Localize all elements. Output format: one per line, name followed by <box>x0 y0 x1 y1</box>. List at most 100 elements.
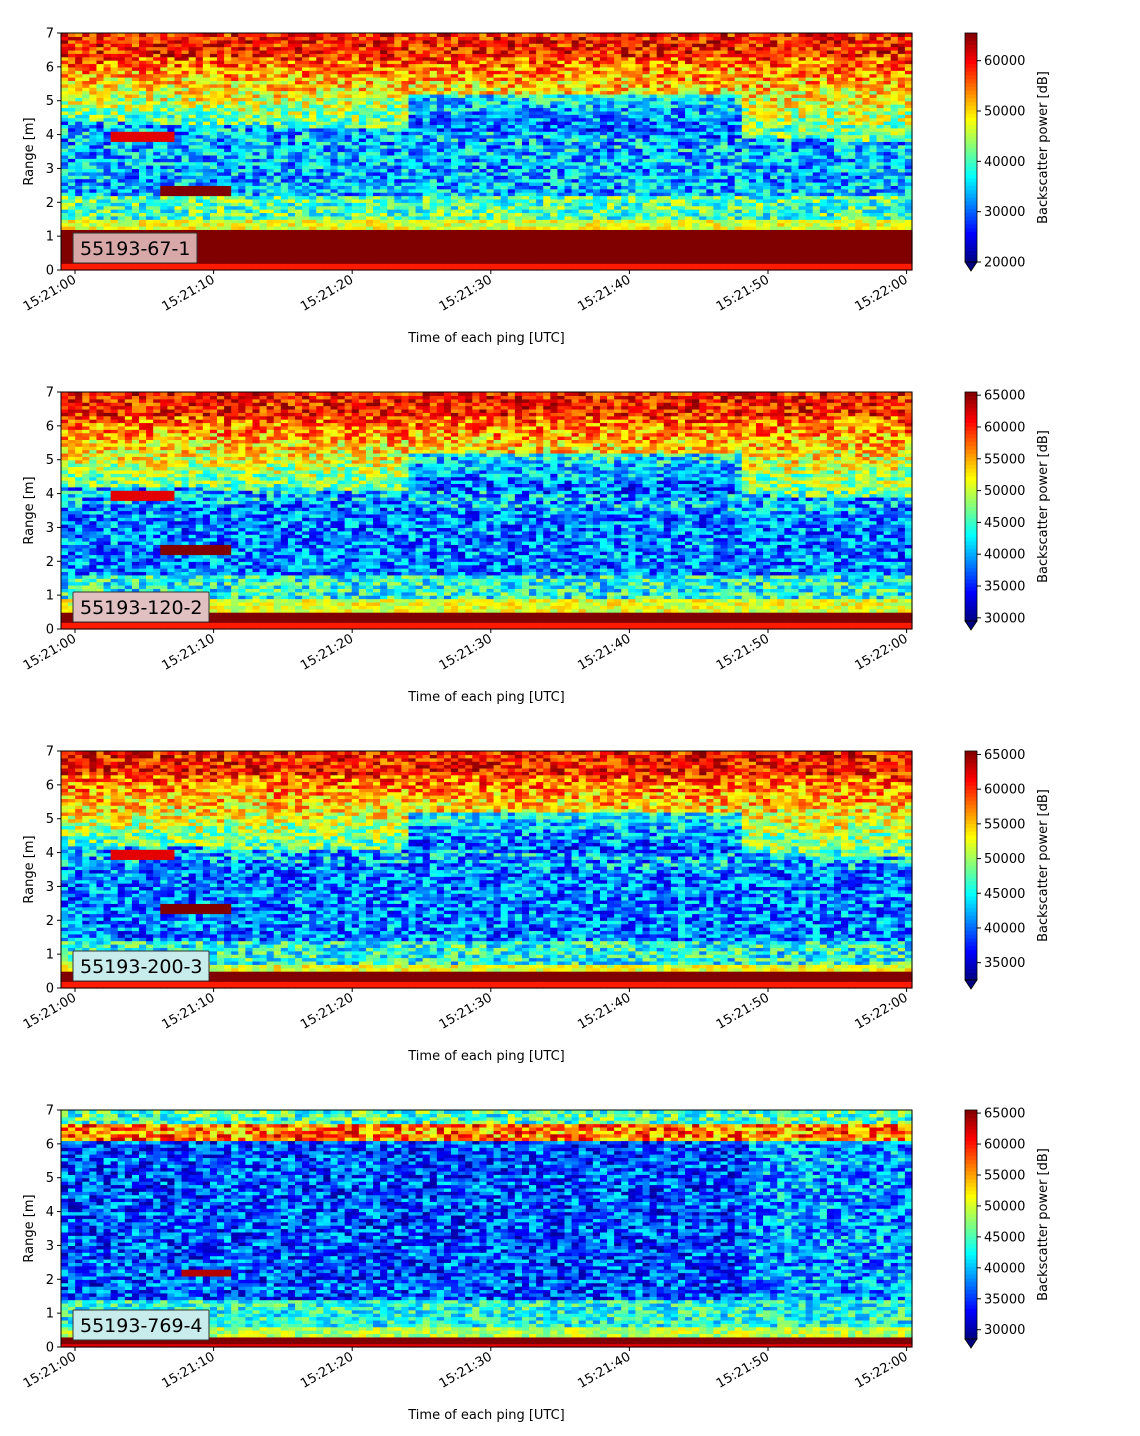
heatmap-cell <box>252 137 261 142</box>
heatmap-cell <box>316 49 324 54</box>
heatmap-cell <box>337 127 346 132</box>
heatmap-cell <box>266 253 275 258</box>
heatmap-cell <box>181 202 190 207</box>
heatmap-cell <box>259 39 268 44</box>
heatmap-cell <box>174 127 183 132</box>
heatmap-cell <box>259 93 268 98</box>
heatmap-cell <box>472 33 481 37</box>
heatmap-cell <box>323 222 332 227</box>
heatmap-cell <box>117 70 126 75</box>
heatmap-cell <box>174 56 183 61</box>
heatmap-cell <box>146 229 154 234</box>
heatmap-cell <box>75 168 83 173</box>
heatmap-cell <box>245 104 254 109</box>
heatmap-cell <box>181 266 190 271</box>
heatmap-cell <box>103 124 112 129</box>
heatmap-cell <box>252 90 261 95</box>
heatmap-cell <box>238 100 246 105</box>
heatmap-cell <box>344 134 353 139</box>
heatmap-cell <box>337 70 346 75</box>
heatmap-cell <box>224 56 232 61</box>
heatmap-cell <box>231 185 239 190</box>
heatmap-cell <box>337 171 346 176</box>
heatmap-cell <box>131 39 140 44</box>
heatmap-cell <box>273 83 282 88</box>
heatmap-cell <box>330 70 339 75</box>
heatmap-cell <box>287 144 296 149</box>
heatmap-cell <box>68 154 76 159</box>
heatmap-cell <box>266 107 275 112</box>
heatmap-cell <box>153 56 161 61</box>
heatmap-cell <box>117 263 126 268</box>
heatmap-cell <box>280 151 289 156</box>
heatmap-cell <box>82 151 90 156</box>
heatmap-cell <box>174 175 183 180</box>
heatmap-cell <box>252 46 261 51</box>
heatmap-cell <box>195 161 204 166</box>
heatmap-cell <box>287 104 296 109</box>
heatmap-cell <box>124 175 133 180</box>
heatmap-cell <box>316 185 324 190</box>
heatmap-cell <box>96 158 105 163</box>
heatmap-cell <box>209 165 218 170</box>
heatmap-cell <box>266 175 275 180</box>
heatmap-cell <box>181 107 190 112</box>
heatmap-cell <box>217 121 225 126</box>
heatmap-cell <box>202 178 211 183</box>
heatmap-cell <box>238 181 246 186</box>
heatmap-cell <box>217 266 225 271</box>
heatmap-cell <box>217 229 225 234</box>
heatmap-cell <box>174 266 183 271</box>
heatmap-cell <box>337 158 346 163</box>
heatmap-cell <box>280 131 289 136</box>
heatmap-cell <box>181 144 190 149</box>
heatmap-cell <box>146 171 154 176</box>
heatmap-cell <box>287 225 296 230</box>
heatmap-cell <box>259 263 268 268</box>
heatmap-cell <box>167 229 176 234</box>
heatmap-cell <box>75 154 83 159</box>
heatmap-cell <box>280 66 289 71</box>
heatmap-cell <box>167 171 176 176</box>
heatmap-cell <box>202 246 211 251</box>
heatmap-cell <box>103 161 112 166</box>
heatmap-cell <box>160 56 168 61</box>
heatmap-cell <box>266 236 275 241</box>
heatmap-cell <box>131 124 140 129</box>
heatmap-cell <box>139 134 147 139</box>
heatmap-cell <box>287 36 296 41</box>
heatmap-cell <box>309 141 317 146</box>
heatmap-cell <box>323 117 332 122</box>
heatmap-cell <box>273 239 282 244</box>
heatmap-cell <box>280 209 289 214</box>
heatmap-cell <box>103 33 112 37</box>
heatmap-cell <box>323 127 332 132</box>
heatmap-cell <box>75 87 83 92</box>
heatmap-cell <box>209 236 218 241</box>
heatmap-cell <box>295 266 303 271</box>
heatmap-cell <box>337 73 346 78</box>
heatmap-cell <box>82 198 90 203</box>
heatmap-cell <box>181 90 190 95</box>
heatmap-cell <box>209 215 218 220</box>
heatmap-cell <box>238 141 246 146</box>
heatmap-cell <box>202 93 211 98</box>
heatmap-cell <box>316 97 324 102</box>
heatmap-cell <box>153 178 161 183</box>
heatmap-cell <box>139 222 147 227</box>
heatmap-cell <box>75 73 83 78</box>
heatmap-cell <box>68 165 76 170</box>
heatmap-cell <box>295 185 303 190</box>
heatmap-cell <box>103 185 112 190</box>
heatmap-cell <box>273 202 282 207</box>
heatmap-cell <box>110 93 119 98</box>
heatmap-cell <box>124 56 133 61</box>
heatmap-cell <box>231 249 239 254</box>
heatmap-cell <box>209 141 218 146</box>
heatmap-cell <box>188 141 197 146</box>
heatmap-cell <box>266 239 275 244</box>
heatmap-cell <box>160 90 168 95</box>
heatmap-cell <box>238 104 246 109</box>
heatmap-cell <box>96 104 105 109</box>
heatmap-cell <box>89 144 98 149</box>
